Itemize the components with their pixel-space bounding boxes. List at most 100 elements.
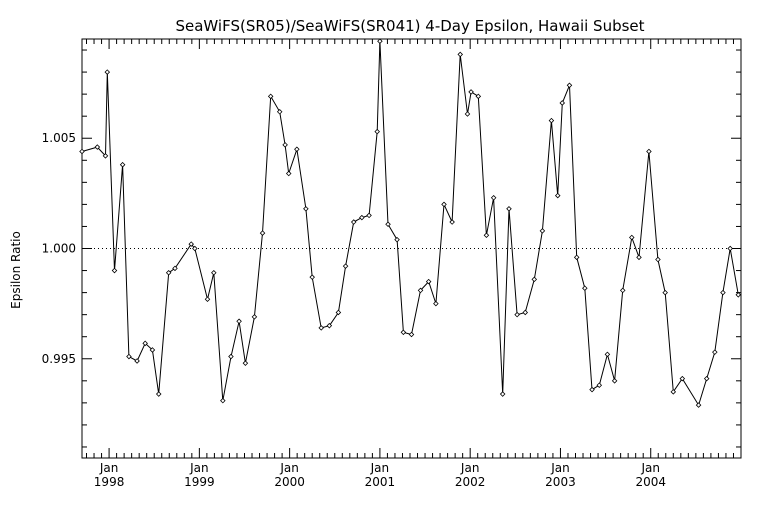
x-tick-year: 2001	[365, 475, 396, 489]
x-tick-month: Jan	[370, 461, 390, 475]
data-point	[134, 358, 140, 364]
data-point	[506, 206, 512, 212]
data-point	[318, 325, 324, 331]
data-point	[670, 389, 677, 395]
data-point	[377, 38, 383, 44]
x-tick-month: Jan	[460, 461, 480, 475]
data-point	[220, 397, 226, 404]
data-point	[554, 192, 561, 199]
data-point	[727, 245, 733, 252]
x-tick-month: Jan	[550, 461, 570, 475]
data-point	[425, 278, 432, 285]
data-point	[126, 353, 132, 360]
data-point	[267, 93, 274, 100]
data-point	[282, 142, 288, 148]
data-point	[712, 349, 718, 355]
data-point	[102, 153, 109, 159]
data-point	[259, 230, 266, 236]
y-tick-label: 1.005	[42, 131, 76, 145]
data-point	[695, 402, 702, 408]
data-point	[566, 82, 573, 89]
data-point	[468, 89, 474, 95]
data-point	[449, 219, 455, 225]
data-point	[636, 254, 642, 261]
data-point	[303, 206, 309, 212]
data-point	[211, 269, 217, 276]
data-point	[720, 289, 726, 296]
data-point	[582, 285, 588, 291]
y-tick-label: 1.000	[42, 242, 76, 256]
data-point	[604, 351, 611, 358]
data-point	[490, 195, 497, 201]
data-point	[111, 267, 118, 274]
data-point	[531, 276, 538, 283]
data-point	[359, 214, 365, 221]
data-point	[142, 340, 148, 347]
data-point	[408, 331, 415, 338]
data-point	[655, 256, 661, 263]
x-tick-month: Jan	[99, 461, 119, 475]
data-point	[394, 236, 400, 243]
x-tick-year: 2003	[545, 475, 576, 489]
data-point	[735, 292, 742, 298]
x-tick-year: 2004	[635, 475, 666, 489]
data-point	[385, 221, 391, 228]
data-point	[464, 111, 471, 117]
x-tick-year: 1998	[94, 475, 125, 489]
data-point	[646, 148, 652, 155]
data-point	[119, 161, 126, 168]
plot-area: 0.9951.0001.005Jan1998Jan1999Jan2000Jan2…	[42, 38, 742, 489]
data-point	[596, 382, 603, 388]
data-point	[172, 265, 178, 272]
data-point	[188, 241, 194, 247]
data-point	[441, 201, 447, 208]
data-point	[242, 360, 249, 366]
x-tick-year: 2002	[455, 475, 486, 489]
data-point	[251, 314, 258, 320]
chart-title: SeaWiFS(SR05)/SeaWiFS(SR041) 4-Day Epsil…	[175, 17, 644, 35]
data-point	[228, 353, 234, 360]
data-point	[104, 69, 111, 75]
x-tick-month: Jan	[279, 461, 299, 475]
data-point	[350, 219, 357, 225]
x-tick-month: Jan	[189, 461, 209, 475]
data-point	[559, 100, 566, 106]
data-point	[483, 232, 490, 239]
data-point	[309, 274, 315, 280]
data-point	[539, 228, 546, 234]
data-point	[514, 311, 520, 318]
data-point	[155, 391, 162, 397]
data-point	[335, 309, 342, 316]
data-point	[165, 269, 172, 276]
data-point	[285, 170, 292, 177]
data-point	[342, 263, 349, 269]
data-point	[679, 375, 686, 382]
data-point	[374, 128, 380, 135]
x-tick-month: Jan	[640, 461, 660, 475]
data-point	[276, 109, 283, 115]
data-point	[236, 318, 242, 325]
data-point	[417, 287, 424, 294]
data-point	[326, 322, 333, 329]
data-point	[204, 296, 211, 302]
data-point	[192, 245, 198, 252]
y-tick-label: 0.995	[42, 352, 76, 366]
x-tick-year: 1999	[184, 475, 215, 489]
data-point	[475, 93, 482, 100]
data-point	[662, 289, 668, 296]
data-point	[79, 148, 85, 155]
data-point	[400, 329, 407, 336]
data-point	[294, 146, 300, 153]
data-point	[703, 375, 710, 382]
data-point	[522, 309, 529, 316]
data-point	[366, 212, 372, 219]
data-point	[629, 234, 635, 241]
data-point	[499, 391, 506, 397]
x-tick-year: 2000	[274, 475, 305, 489]
data-point	[149, 347, 156, 353]
y-axis-label: Epsilon Ratio	[9, 231, 23, 309]
data-point	[94, 144, 101, 150]
data-point	[619, 287, 626, 294]
data-point	[433, 300, 439, 307]
